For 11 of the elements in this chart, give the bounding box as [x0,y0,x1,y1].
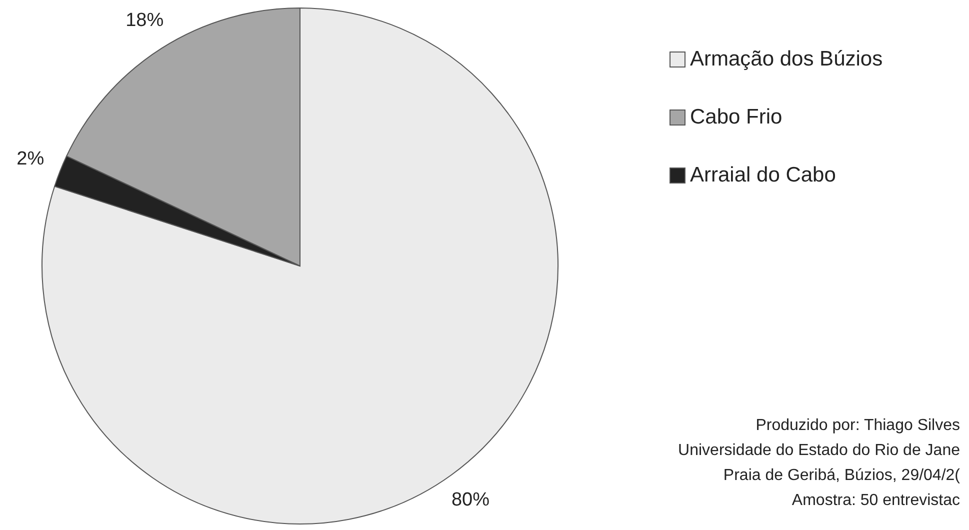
data-label: 80% [451,490,490,511]
data-label: 2% [16,148,44,170]
text: Produzido por: Thiago Silves [756,417,960,434]
data-label: 18% [126,10,164,32]
legend-label: Arraial do Cabo [690,164,836,187]
text: Praia de Geribá, Búzios, 29/04/2( [723,467,961,484]
text: Universidade do Estado do Rio de Jane [678,442,960,459]
legend-label: Armação dos Búzios [690,48,883,71]
pie-slice [42,8,558,524]
text: Amostra: 50 entrevistac [792,492,960,509]
legend-label: Cabo Frio [690,106,782,129]
